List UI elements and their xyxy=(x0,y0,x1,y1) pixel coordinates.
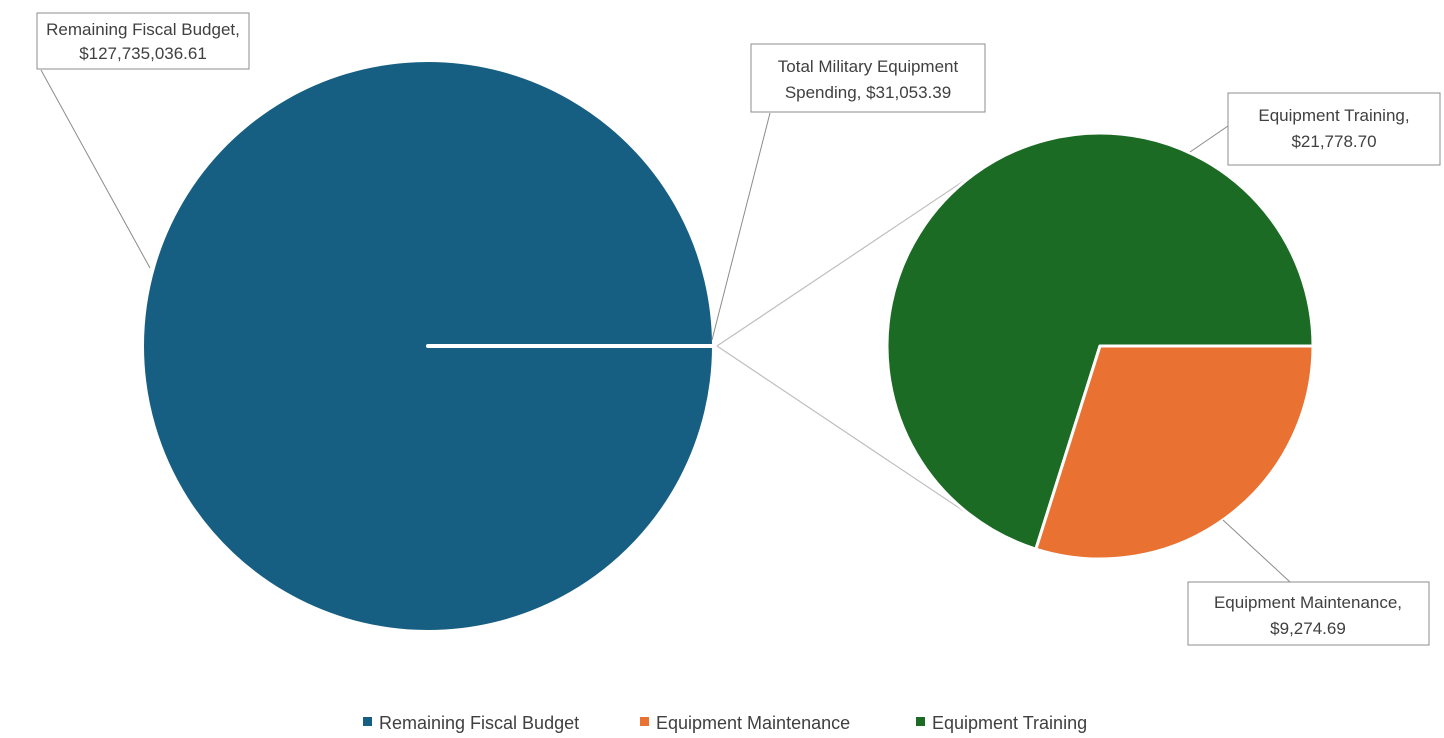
legend-item-equipment-training[interactable]: Equipment Training xyxy=(916,713,1087,733)
label-equipment-training: Equipment Training, $21,778.70 xyxy=(1228,93,1440,165)
chart-legend: Remaining Fiscal Budget Equipment Mainte… xyxy=(363,713,1087,733)
leader-line-equipment-maintenance xyxy=(1223,520,1290,582)
legend-item-remaining-fiscal-budget[interactable]: Remaining Fiscal Budget xyxy=(363,713,579,733)
legend-label: Equipment Maintenance xyxy=(656,713,850,733)
leader-line-equipment-training xyxy=(1190,126,1228,152)
label-line-2: $21,778.70 xyxy=(1291,132,1376,151)
legend-item-equipment-maintenance[interactable]: Equipment Maintenance xyxy=(640,713,850,733)
label-box xyxy=(1228,93,1440,165)
legend-label: Remaining Fiscal Budget xyxy=(379,713,579,733)
label-equipment-maintenance: Equipment Maintenance, $9,274.69 xyxy=(1188,582,1429,645)
label-line-2: $9,274.69 xyxy=(1270,619,1346,638)
label-line-1: Total Military Equipment xyxy=(778,57,959,76)
leader-line-remaining-fiscal-budget xyxy=(41,70,150,268)
leader-line-total-military-equipment-spending xyxy=(712,113,770,340)
legend-swatch xyxy=(916,717,925,726)
label-line-2: Spending, $31,053.39 xyxy=(785,83,951,102)
label-line-2: $127,735,036.61 xyxy=(79,44,207,63)
label-line-1: Equipment Training, xyxy=(1258,106,1409,125)
primary-pie xyxy=(143,61,713,631)
legend-label: Equipment Training xyxy=(932,713,1087,733)
label-remaining-fiscal-budget: Remaining Fiscal Budget, $127,735,036.61 xyxy=(37,13,249,69)
secondary-pie xyxy=(887,133,1313,559)
label-line-1: Remaining Fiscal Budget, xyxy=(46,20,240,39)
legend-swatch xyxy=(640,717,649,726)
label-total-military-equipment-spending: Total Military Equipment Spending, $31,0… xyxy=(751,44,985,112)
label-line-1: Equipment Maintenance, xyxy=(1214,593,1402,612)
legend-swatch xyxy=(363,717,372,726)
